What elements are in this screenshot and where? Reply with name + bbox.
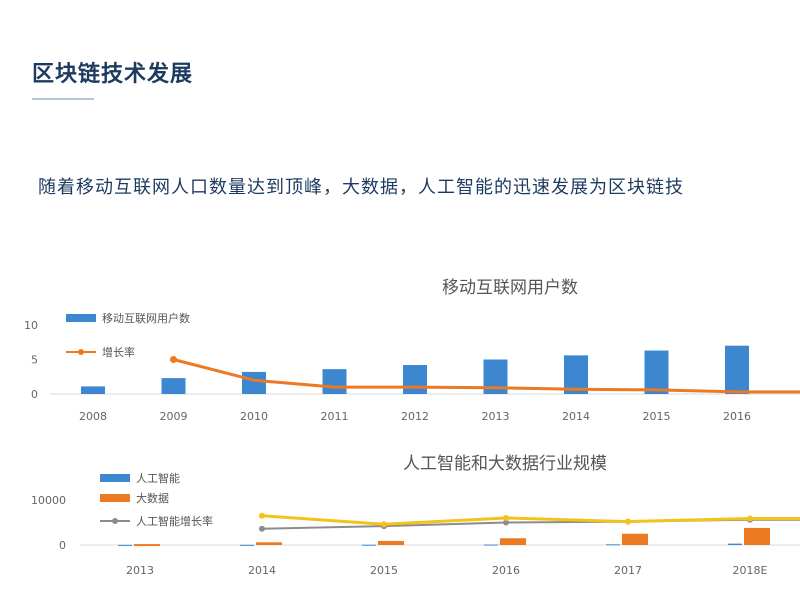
chart1-bar-2012 [403, 365, 427, 394]
legend-swatch-bigdata [100, 494, 130, 502]
chart1-ytick-0: 0 [31, 388, 38, 401]
chart2-yellow-line-point-2018E [747, 515, 753, 522]
chart2-xtick-1: 2014 [248, 564, 276, 577]
chart2-bar-ai-2018E [728, 543, 742, 545]
chart2-xtick-0: 2013 [126, 564, 154, 577]
chart2-yellow-line-point-2014 [259, 512, 265, 519]
chart-ai-bigdata: 人工智能和大数据行业规模 0 10000 2013 2014 2015 2016 2017… [31, 454, 800, 577]
title-underline [32, 98, 94, 100]
legend-label-growth: 增长率 [102, 345, 135, 359]
chart2-ytick-0: 0 [59, 539, 66, 552]
chart1-xtick-0: 2008 [79, 410, 107, 423]
chart1-legend: 移动互联网用户数 增长率 [66, 311, 190, 359]
chart1-bar-2009 [161, 378, 186, 394]
chart1-xtick-4: 2012 [401, 410, 429, 423]
chart1-xtick-2: 2010 [240, 410, 268, 423]
chart1-xtick-6: 2014 [562, 410, 590, 423]
chart2-xtick-5: 2018E [733, 564, 768, 577]
chart2-bar-ai-2016 [484, 544, 498, 546]
legend-swatch-users [66, 314, 96, 322]
chart2-yellow-line-point-2015 [381, 521, 387, 528]
chart1-xtick-5: 2013 [482, 410, 510, 423]
chart1-xtick-7: 2015 [643, 410, 671, 423]
chart2-lines [259, 512, 800, 532]
chart2-bar-bigdata-2017 [622, 533, 648, 545]
chart2-yellow-line-path [261, 514, 800, 526]
page-title: 区块链技术发展 [32, 62, 194, 87]
legend-marker-ai-growth [112, 518, 118, 524]
chart2-legend: 人工智能 大数据 人工智能增长率 [100, 471, 213, 528]
chart2-bars [118, 527, 770, 547]
chart2-ai-growth-point-2014 [259, 525, 265, 532]
chart2-ytick-1: 10000 [31, 494, 66, 507]
chart1-ytick-1: 5 [31, 354, 38, 367]
chart2-bar-ai-2017 [606, 544, 620, 546]
chart2-title: 人工智能和大数据行业规模 [403, 454, 607, 474]
chart2-x-ticks: 2013 2014 2015 2016 2017 2018E [126, 564, 768, 577]
legend-marker-growth [78, 349, 84, 355]
chart1-bar-2015 [644, 350, 669, 394]
chart1-x-ticks: 2008 2009 2010 2011 2012 2013 2014 2015 2016 [79, 410, 751, 423]
chart2-bar-ai-2014 [240, 544, 254, 546]
chart2-xtick-4: 2017 [614, 564, 642, 577]
chart1-growth-point-2009 [170, 356, 177, 363]
chart1-xtick-1: 2009 [160, 410, 188, 423]
chart2-bar-bigdata-2018E [744, 527, 770, 545]
legend-label-ai-growth: 人工智能增长率 [136, 514, 213, 528]
legend-swatch-ai [100, 474, 130, 482]
chart1-xtick-3: 2011 [321, 410, 349, 423]
chart1-xtick-8: 2016 [723, 410, 751, 423]
chart1-bar-2010 [242, 371, 266, 394]
chart2-yellow-line-point-2016 [503, 515, 509, 521]
chart1-bar-2008 [81, 386, 105, 394]
chart1-bar-2016 [725, 345, 749, 394]
chart2-bar-ai-2013 [118, 544, 132, 546]
chart1-ytick-2: 10 [24, 319, 38, 332]
chart2-yellow-line-point-2017 [625, 518, 631, 525]
chart2-bar-bigdata-2016 [500, 538, 526, 545]
chart2-bar-bigdata-2015 [378, 540, 404, 545]
chart1-y-ticks: 0 5 10 [24, 319, 38, 401]
legend-label-ai: 人工智能 [136, 471, 180, 485]
chart2-ai-growth-point-2016 [503, 519, 509, 526]
chart1-growth-line [170, 356, 800, 394]
chart2-xtick-2: 2015 [370, 564, 398, 577]
chart2-bar-bigdata-2014 [256, 542, 282, 545]
intro-text: 随着移动互联网人口数量达到顶峰，大数据，人工智能的迅速发展为区块链技 [38, 177, 684, 198]
legend-label-users: 移动互联网用户数 [102, 311, 190, 325]
chart1-growth-path [173, 358, 800, 394]
chart2-bar-ai-2015 [362, 544, 376, 546]
chart2-xtick-3: 2016 [492, 564, 520, 577]
chart1-bar-2014 [564, 355, 588, 394]
chart1-bar-2011 [322, 369, 347, 394]
chart2-bar-bigdata-2013 [134, 544, 160, 547]
chart2-y-ticks: 0 10000 [31, 494, 66, 552]
chart1-title: 移动互联网用户数 [442, 278, 578, 298]
legend-label-bigdata: 大数据 [136, 491, 169, 505]
